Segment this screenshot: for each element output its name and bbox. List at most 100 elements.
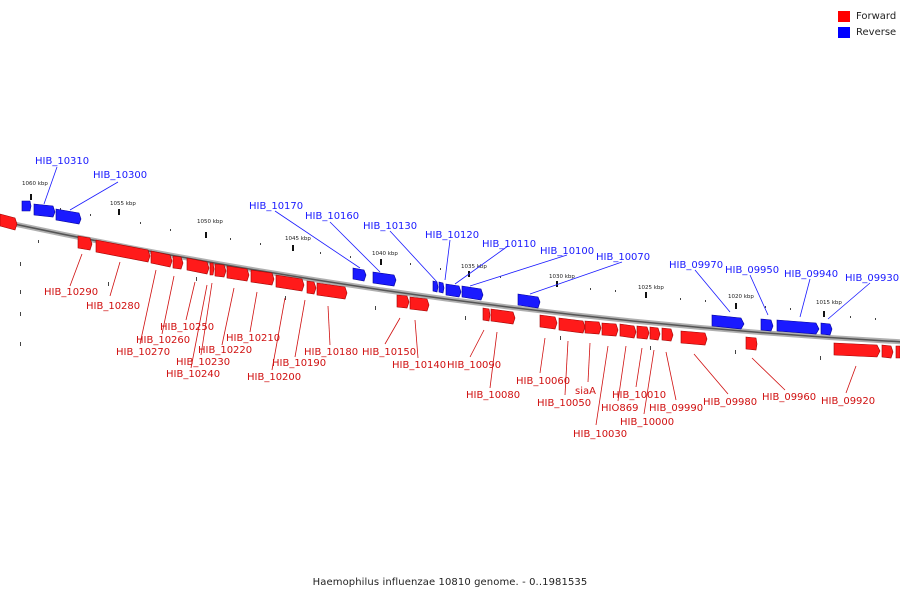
map-caption: Haemophilus influenzae 10810 genome. - 0… <box>312 577 588 588</box>
gene-label: HIB_09990 <box>649 403 703 414</box>
gene-label: HIB_10110 <box>482 239 536 250</box>
kbp-tick-mark <box>118 209 120 215</box>
gene-label: HIB_10200 <box>247 372 301 383</box>
gene-block <box>275 274 305 292</box>
gene-block <box>409 296 430 312</box>
kbp-tick-label: 1045 kbp <box>285 236 311 242</box>
kbp-tick-mark <box>823 311 825 317</box>
gene-block <box>680 330 708 346</box>
gene-label: HIB_10120 <box>425 230 479 241</box>
kbp-tick-label: 1035 kbp <box>461 264 487 270</box>
gene-block <box>584 320 602 335</box>
kbp-tick-label: 1015 kbp <box>816 300 842 306</box>
gene-block <box>649 326 661 341</box>
kbp-tick-mark <box>30 194 32 200</box>
kbp-tick-mark <box>645 292 647 298</box>
kbp-tick-label: 1040 kbp <box>372 251 398 257</box>
kbp-tick-mark <box>735 303 737 309</box>
gene-label: HIB_10090 <box>447 360 501 371</box>
gene-label: HIB_10300 <box>93 170 147 181</box>
gene-block <box>445 283 462 298</box>
gene-block <box>33 203 56 218</box>
gene-block <box>226 265 250 282</box>
minor-ticks <box>20 208 876 360</box>
gene-label: HIB_10240 <box>166 369 220 380</box>
kbp-tick-label: 1020 kbp <box>728 294 754 300</box>
gene-block <box>776 319 820 335</box>
legend-reverse: Reverse <box>838 24 896 40</box>
gene-block <box>461 285 484 301</box>
gene-label: HIB_10310 <box>35 156 89 167</box>
reverse-labels: HIB_10310 HIB_10300 HIB_10170 HIB_10160 … <box>35 156 899 284</box>
gene-label: HIB_10270 <box>116 347 170 358</box>
gene-label: HIB_09940 <box>784 269 838 280</box>
gene-label: HIB_10000 <box>620 417 674 428</box>
gene-block <box>186 257 210 275</box>
gene-label: HIB_10170 <box>249 201 303 212</box>
kbp-tick-mark <box>292 245 294 251</box>
kbp-tick-label: 1050 kbp <box>197 219 223 225</box>
gene-label: HIB_10190 <box>272 358 326 369</box>
kbp-tick-mark <box>205 232 207 238</box>
legend-forward-label: Forward <box>856 10 897 22</box>
gene-block <box>820 322 833 336</box>
kbp-tick-label: 1030 kbp <box>549 274 575 280</box>
gene-label: HIB_10180 <box>304 347 358 358</box>
gene-block <box>396 294 410 309</box>
gene-block <box>745 336 758 351</box>
kbp-ticks: 1060 kbp 1055 kbp 1050 kbp 1045 kbp 1040… <box>22 181 842 317</box>
gene-block <box>306 280 317 295</box>
gene-block <box>209 262 215 276</box>
gene-label: HIB_10100 <box>540 246 594 257</box>
gene-block <box>214 263 227 278</box>
gene-block <box>895 345 900 359</box>
gene-label: HIB_09950 <box>725 265 779 276</box>
gene-label: HIB_10060 <box>516 376 570 387</box>
gene-block <box>881 344 894 359</box>
reverse-swatch <box>838 26 850 38</box>
forward-genes <box>0 213 900 359</box>
gene-label: HIB_10010 <box>612 390 666 401</box>
gene-label: HIB_10280 <box>86 301 140 312</box>
gene-block <box>760 318 774 332</box>
gene-label: HIB_10250 <box>160 322 214 333</box>
legend: Forward Reverse <box>838 8 896 40</box>
gene-block <box>21 200 32 212</box>
gene-label: HIB_10030 <box>573 429 627 440</box>
gene-block <box>77 235 93 251</box>
reverse-leader-lines <box>43 166 871 320</box>
gene-block <box>661 327 674 342</box>
gene-block <box>490 308 516 325</box>
gene-block <box>601 322 619 337</box>
gene-block <box>438 281 445 294</box>
gene-label: HIB_10220 <box>198 345 252 356</box>
gene-label: HIB_10150 <box>362 347 416 358</box>
kbp-tick-label: 1055 kbp <box>110 201 136 207</box>
gene-label: HIB_10260 <box>136 335 190 346</box>
gene-block <box>55 208 82 225</box>
gene-block <box>619 323 637 339</box>
gene-label: HIB_10130 <box>363 221 417 232</box>
gene-block <box>636 325 650 340</box>
legend-reverse-label: Reverse <box>856 26 897 38</box>
gene-label: HIB_09960 <box>762 392 816 403</box>
gene-label: siaA <box>575 386 596 397</box>
gene-block <box>372 271 397 287</box>
gene-label: HIB_09970 <box>669 260 723 271</box>
gene-label: HIB_10290 <box>44 287 98 298</box>
gene-block <box>711 314 745 330</box>
kbp-tick-label: 1060 kbp <box>22 181 48 187</box>
gene-block <box>0 213 18 231</box>
gene-block <box>172 255 184 270</box>
kbp-tick-mark <box>380 259 382 265</box>
gene-block <box>250 269 275 286</box>
reverse-genes <box>21 200 833 336</box>
gene-label: HIB_10140 <box>392 360 446 371</box>
gene-label: HIB_10160 <box>305 211 359 222</box>
forward-leader-lines <box>69 253 857 426</box>
gene-label: HIB_09920 <box>821 396 875 407</box>
gene-label: HIB_10210 <box>226 333 280 344</box>
gene-block <box>316 282 348 300</box>
gene-label: HIB_09930 <box>845 273 899 284</box>
